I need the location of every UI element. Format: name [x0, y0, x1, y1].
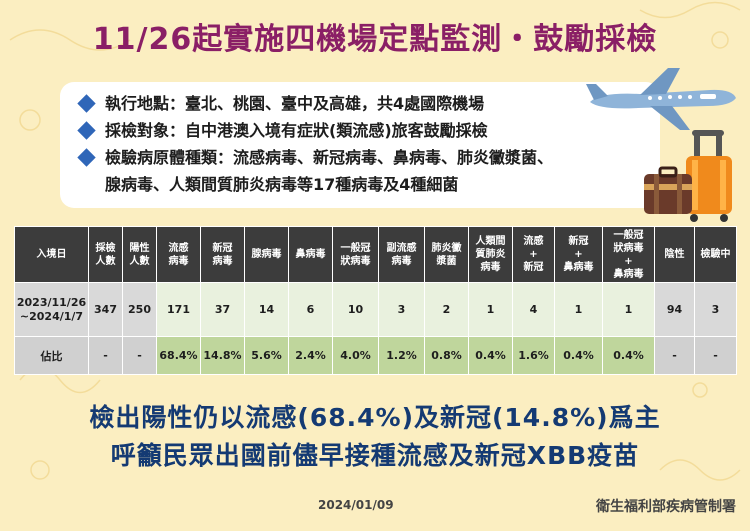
header-cell: 副流感 病毒 [378, 226, 425, 283]
table-cell: 347 [88, 282, 123, 337]
header-cell: 流感 + 新冠 [512, 226, 555, 283]
table-cell: 1.2% [378, 336, 425, 375]
table-cell: 10 [332, 282, 379, 337]
table-cell: 0.4% [468, 336, 513, 375]
info-location: 執行地點：臺北、桃園、臺中及高雄，共4處國際機場 [76, 90, 644, 117]
diamond-bullet-icon [77, 94, 96, 113]
table-cell: 0.8% [424, 336, 469, 375]
table-cell: 1 [468, 282, 513, 337]
table-cell: - [88, 336, 123, 375]
table-cell: 68.4% [156, 336, 201, 375]
table-cell: 1 [554, 282, 603, 337]
header-cell: 腺病毒 [244, 226, 289, 283]
agency-name: 衛生福利部疾病管制署 [596, 499, 736, 515]
airplane-icon [586, 68, 736, 130]
header-cell: 肺炎黴 漿菌 [424, 226, 469, 283]
table-row-percent: 佔比 - - 68.4% 14.8% 5.6% 2.4% 4.0% 1.2% 0… [14, 336, 737, 375]
table-cell: 0.4% [554, 336, 603, 375]
table-row-counts: 2023/11/26 ~2024/1/7 347 250 171 37 14 6… [14, 282, 737, 337]
table-cell: 6 [288, 282, 333, 337]
header-cell: 採檢 人數 [88, 226, 123, 283]
table-cell: 3 [694, 282, 737, 337]
row-label-date-range: 2023/11/26 ~2024/1/7 [14, 282, 89, 337]
luggage-icon [644, 130, 732, 222]
table-cell: 250 [122, 282, 157, 337]
table-cell: 4.0% [332, 336, 379, 375]
header-cell: 一般冠 狀病毒 + 鼻病毒 [602, 226, 655, 283]
header-cell: 陽性 人數 [122, 226, 157, 283]
info-box: 執行地點：臺北、桃園、臺中及高雄，共4處國際機場 採檢對象：自中港澳入境有症狀(… [60, 82, 660, 208]
header-cell: 人類間 質肺炎 病毒 [468, 226, 513, 283]
table-cell: - [694, 336, 737, 375]
table-cell: 5.6% [244, 336, 289, 375]
table-cell: 94 [654, 282, 695, 337]
table-cell: - [122, 336, 157, 375]
header-cell: 陰性 [654, 226, 695, 283]
publish-date: 2024/01/09 [318, 498, 394, 512]
table-cell: 1.6% [512, 336, 555, 375]
header-cell: 新冠 病毒 [200, 226, 245, 283]
diamond-bullet-icon [77, 148, 96, 167]
table-cell: 37 [200, 282, 245, 337]
headline-advice: 呼籲民眾出國前儘早接種流感及新冠XBB疫苗 [110, 441, 640, 470]
header-cell: 新冠 + 鼻病毒 [554, 226, 603, 283]
stats-table: 入境日 採檢 人數 陽性 人數 流感 病毒 新冠 病毒 腺病毒 鼻病毒 一般冠 … [14, 226, 737, 375]
info-target: 採檢對象：自中港澳入境有症狀(類流感)旅客鼓勵採檢 [76, 117, 644, 144]
info-pathogens-cont: 腺病毒、人類間質肺炎病毒等17種病毒及4種細菌 [105, 175, 459, 194]
table-cell: 4 [512, 282, 555, 337]
headline-result: 檢出陽性仍以流感(68.4%)及新冠(14.8%)爲主 [89, 403, 661, 432]
table-cell: 171 [156, 282, 201, 337]
table-header-row: 入境日 採檢 人數 陽性 人數 流感 病毒 新冠 病毒 腺病毒 鼻病毒 一般冠 … [14, 226, 737, 283]
table-cell: 2.4% [288, 336, 333, 375]
header-cell: 流感 病毒 [156, 226, 201, 283]
header-cell: 檢驗中 [694, 226, 737, 283]
table-cell: 2 [424, 282, 469, 337]
page-title: 11/26起實施四機場定點監測・鼓勵採檢 [92, 22, 658, 57]
table-cell: 1 [602, 282, 655, 337]
table-cell: 14.8% [200, 336, 245, 375]
header-cell: 一般冠 狀病毒 [332, 226, 379, 283]
table-cell: 3 [378, 282, 425, 337]
header-cell: 鼻病毒 [288, 226, 333, 283]
table-cell: 14 [244, 282, 289, 337]
diamond-bullet-icon [77, 121, 96, 140]
table-cell: - [654, 336, 695, 375]
table-cell: 0.4% [602, 336, 655, 375]
info-pathogens: 檢驗病原體種類：流感病毒、新冠病毒、鼻病毒、肺炎黴漿菌、 [76, 144, 644, 171]
row-label-percent: 佔比 [14, 336, 89, 375]
header-cell: 入境日 [14, 226, 89, 283]
